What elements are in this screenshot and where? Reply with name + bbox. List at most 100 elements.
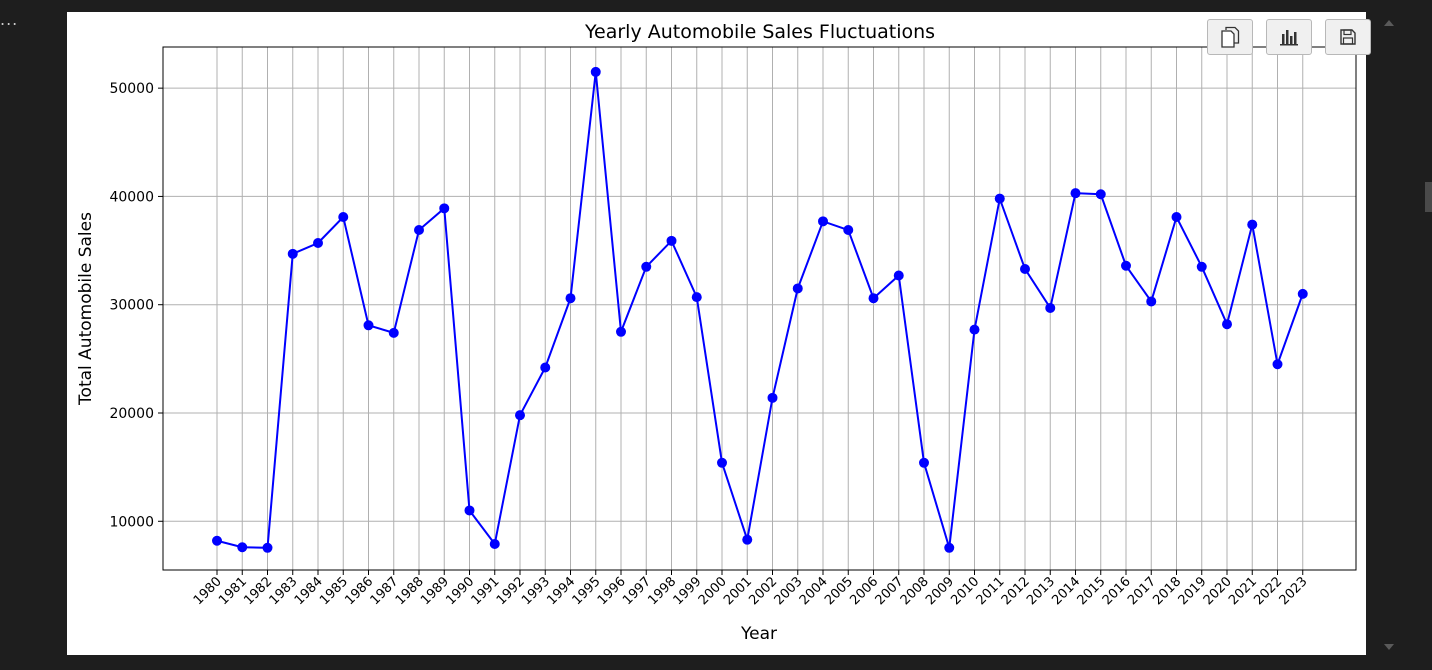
data-point <box>313 237 323 248</box>
x-tick-label: 2012 <box>999 574 1033 608</box>
data-point <box>338 212 349 223</box>
data-point <box>893 270 904 281</box>
data-point <box>1222 319 1232 330</box>
line-chart: Yearly Automobile Sales Fluctuations 100… <box>76 21 1357 644</box>
x-tick-label: 2013 <box>1024 574 1058 608</box>
data-point <box>994 193 1005 204</box>
x-tick-label: 2002 <box>746 574 780 608</box>
save-button[interactable] <box>1325 19 1371 55</box>
data-point <box>590 66 601 77</box>
data-point <box>237 542 248 553</box>
data-point <box>565 293 576 304</box>
data-point <box>1171 212 1182 223</box>
data-point <box>717 457 727 468</box>
x-tick-label: 1990 <box>443 574 477 608</box>
data-point <box>969 324 980 335</box>
x-tick-label: 1999 <box>671 574 705 608</box>
x-tick-label: 2009 <box>923 574 957 608</box>
x-tick-label: 2020 <box>1201 574 1235 608</box>
data-point <box>944 542 955 553</box>
scrollbar-thumb[interactable] <box>1425 182 1432 212</box>
x-tick-label: 1980 <box>191 574 225 608</box>
x-tick-label: 1981 <box>216 574 250 608</box>
x-tick-label: 1982 <box>241 574 275 608</box>
x-tick-label: 2018 <box>1150 574 1184 608</box>
data-point <box>515 410 525 421</box>
data-point <box>691 292 702 303</box>
x-tick-label: 1991 <box>469 574 503 608</box>
x-tick-label: 2011 <box>974 574 1008 608</box>
x-tick-label: 2003 <box>772 574 806 608</box>
data-point <box>414 224 424 235</box>
data-point <box>1146 296 1157 307</box>
data-point <box>1121 260 1131 271</box>
data-point <box>363 320 374 331</box>
data-point <box>767 392 778 403</box>
data-point <box>1020 263 1030 274</box>
data-point <box>262 542 273 553</box>
save-icon <box>1340 29 1356 45</box>
data-point <box>1247 219 1258 230</box>
x-tick-label: 1984 <box>292 574 326 608</box>
data-point <box>666 235 677 246</box>
data-point <box>388 327 399 338</box>
data-point <box>1070 188 1081 199</box>
data-point <box>1095 189 1106 200</box>
data-point <box>439 203 450 214</box>
x-tick-label: 2000 <box>696 574 730 608</box>
x-tick-label: 1995 <box>570 574 604 608</box>
chart-view-button[interactable] <box>1266 19 1312 55</box>
x-tick-label: 2005 <box>822 574 856 608</box>
y-tick-label: 40000 <box>109 189 154 205</box>
scroll-up-arrow[interactable] <box>1384 20 1394 26</box>
data-point <box>287 248 298 259</box>
x-tick-label: 2019 <box>1176 574 1210 608</box>
data-point <box>818 216 828 227</box>
y-tick-label: 50000 <box>109 81 154 97</box>
copy-icon <box>1221 26 1240 48</box>
data-point <box>212 535 222 546</box>
plot-toolbar <box>1207 19 1371 55</box>
y-axis-label: Total Automobile Sales <box>76 212 96 406</box>
data-point <box>540 362 551 373</box>
x-tick-label: 1996 <box>595 574 629 608</box>
data-point <box>1297 288 1308 299</box>
x-tick-label: 1993 <box>519 574 553 608</box>
data-point <box>742 534 753 545</box>
x-tick-label: 1997 <box>620 574 654 608</box>
x-tick-label: 1989 <box>418 574 452 608</box>
x-tick-label: 1992 <box>494 574 528 608</box>
x-tick-label: 2007 <box>873 574 907 608</box>
data-point <box>641 261 652 272</box>
x-tick-label: 2004 <box>797 574 831 608</box>
y-tick-label: 10000 <box>109 514 154 530</box>
series-points <box>212 66 1308 553</box>
bar-chart-icon <box>1280 30 1298 46</box>
x-tick-label: 2006 <box>847 574 881 608</box>
x-tick-label: 1988 <box>393 574 427 608</box>
data-point <box>464 505 475 516</box>
data-point <box>616 326 626 337</box>
x-tick-label: 2008 <box>898 574 932 608</box>
chart-grid <box>163 47 1356 570</box>
scroll-down-arrow[interactable] <box>1384 644 1394 650</box>
cell-more-indicator[interactable]: ... <box>0 10 19 29</box>
x-tick-label: 2010 <box>948 574 982 608</box>
data-point <box>489 539 500 550</box>
data-point <box>1045 302 1056 313</box>
y-tick-label: 30000 <box>109 298 154 314</box>
x-axis-label: Year <box>740 624 777 644</box>
data-point <box>1272 359 1283 370</box>
data-point <box>1196 261 1207 272</box>
x-tick-label: 2017 <box>1125 574 1159 608</box>
x-tick-label: 2022 <box>1251 574 1285 608</box>
x-tick-label: 2015 <box>1075 574 1109 608</box>
series-line <box>216 71 1304 549</box>
copy-button[interactable] <box>1207 19 1253 55</box>
plot-output: Yearly Automobile Sales Fluctuations 100… <box>67 12 1371 655</box>
y-tick-label: 20000 <box>109 406 154 422</box>
data-point <box>843 224 854 235</box>
x-axis-ticks: 1980198119821983198419851986198719881989… <box>191 570 1311 608</box>
data-point <box>868 293 879 304</box>
data-point <box>919 457 929 468</box>
